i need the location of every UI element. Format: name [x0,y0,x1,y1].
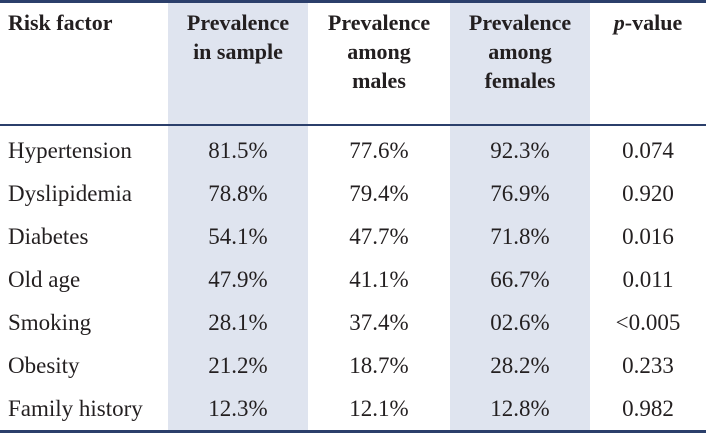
row-diabetes-males: 47.7% [349,224,409,249]
row-dyslipidemia-p: 0.920 [622,181,674,206]
row-family-history-females: 12.8% [490,396,550,421]
row-old-age-sample: 47.9% [208,267,268,292]
row-hypertension-factor: Hypertension [8,138,132,163]
row-dyslipidemia-females: 76.9% [490,181,550,206]
row-family-history-p: 0.982 [622,396,674,421]
row-old-age-factor: Old age [8,267,81,292]
table-header-rule [0,124,706,126]
header-p-value-italic: p [613,10,625,35]
row-diabetes-sample: 54.1% [208,224,268,249]
table-top-rule [0,0,706,3]
row-diabetes-p: 0.016 [622,224,674,249]
row-smoking-females: 02.6% [490,310,550,335]
row-dyslipidemia-males: 79.4% [349,181,409,206]
header-prevalence-males: Prevalence among males [327,10,431,93]
row-obesity-sample: 21.2% [208,353,268,378]
row-family-history-males: 12.1% [349,396,409,421]
header-risk-factor: Risk factor [8,10,113,35]
row-old-age-females: 66.7% [490,267,550,292]
row-smoking-sample: 28.1% [208,310,268,335]
shade-column-sample [168,3,308,430]
row-smoking-males: 37.4% [349,310,409,335]
row-obesity-p: 0.233 [622,353,674,378]
row-dyslipidemia-factor: Dyslipidemia [8,181,132,206]
row-smoking-factor: Smoking [8,310,92,335]
row-family-history-sample: 12.3% [208,396,268,421]
row-old-age-p: 0.011 [622,267,674,292]
shade-column-females [450,3,590,430]
row-dyslipidemia-sample: 78.8% [208,181,268,206]
header-p-value-rest: -value [624,10,683,35]
row-hypertension-p: 0.074 [622,138,674,163]
row-obesity-males: 18.7% [349,353,409,378]
row-diabetes-females: 71.8% [490,224,550,249]
row-hypertension-sample: 81.5% [208,138,268,163]
row-smoking-p: <0.005 [615,310,681,335]
header-p-value: p-value [590,8,706,37]
row-old-age-males: 41.1% [349,267,409,292]
row-obesity-factor: Obesity [8,353,80,378]
row-obesity-females: 28.2% [490,353,550,378]
table-bottom-rule [0,430,706,433]
row-hypertension-males: 77.6% [349,138,409,163]
row-family-history-factor: Family history [8,396,143,421]
row-diabetes-factor: Diabetes [8,224,89,249]
header-prevalence-females: Prevalence among females [468,10,572,93]
header-prevalence-sample: Prevalence in sample [186,10,290,64]
row-hypertension-females: 92.3% [490,138,550,163]
